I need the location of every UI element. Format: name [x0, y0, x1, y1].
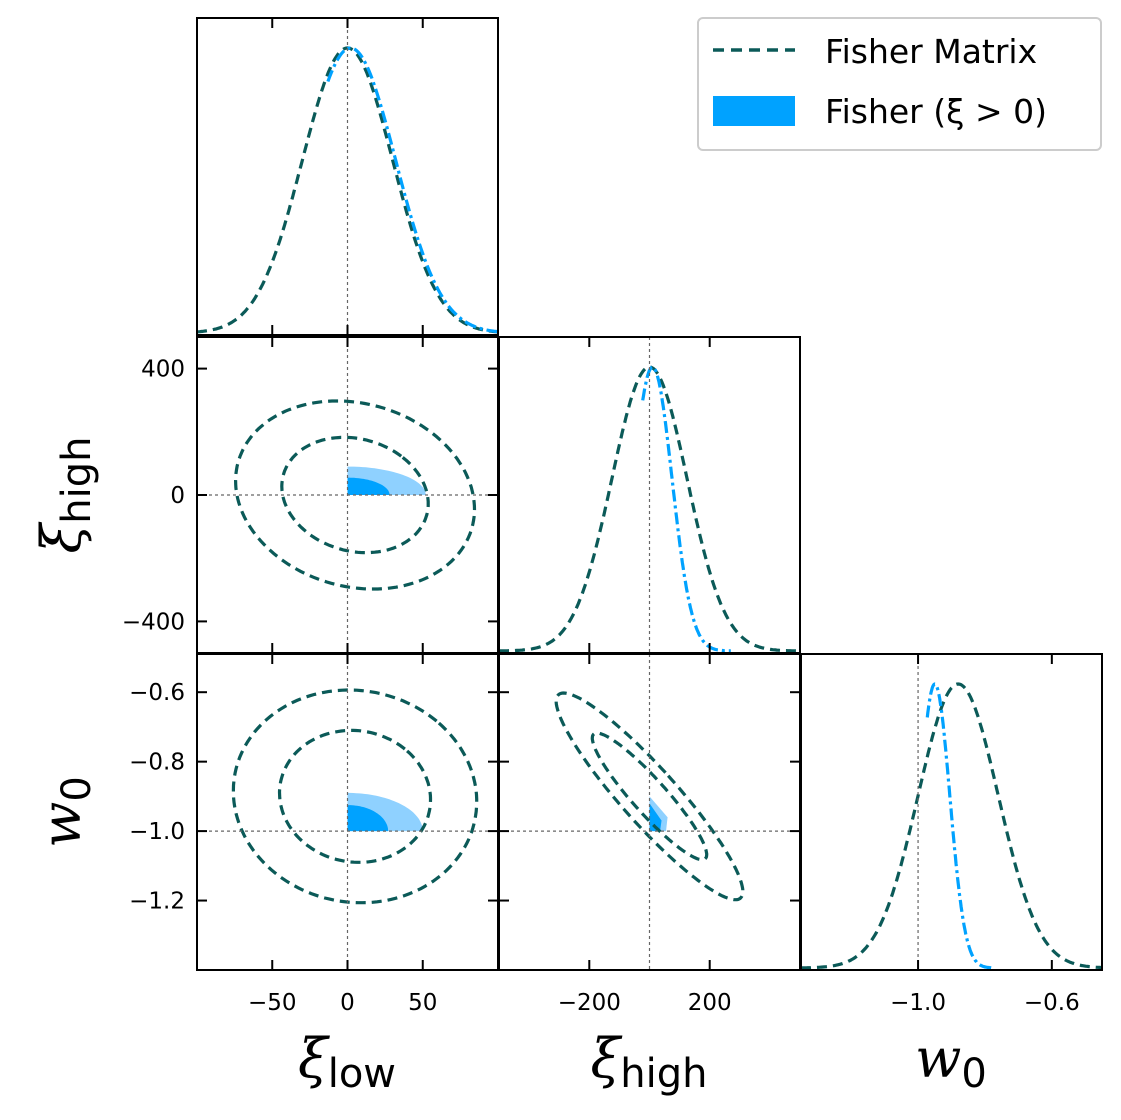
legend: Fisher Matrix Fisher (ξ > 0) [697, 17, 1102, 151]
y-axis-label-w0: w0 [30, 776, 100, 848]
xi-low-w0-contour-68 [277, 728, 433, 864]
panel-frame-22 [800, 653, 1103, 971]
xi-high-w0-positive-68 [649, 803, 662, 832]
xi-low-positive-curve [326, 46, 498, 334]
xi-high-w0-contour-95 [554, 691, 745, 902]
xi-high-positive-curve [641, 365, 731, 653]
xi-low-x-tick-label: 50 [408, 990, 437, 1016]
w0-y-tick-label: −0.8 [129, 750, 185, 776]
legend-frame [697, 17, 1102, 151]
xi-low-xi-high-panel [233, 399, 477, 591]
legend-swatch-fisher-positive [713, 96, 795, 126]
w0-fisher-curve [801, 682, 1102, 970]
xi-high-y-tick-label: 0 [170, 483, 185, 509]
xi-low-xi-high-contour-95 [233, 399, 477, 591]
w0-y-tick-label: −0.6 [129, 680, 185, 706]
xi-low-xi-high-contour-68 [280, 435, 430, 555]
xi-low-panel [197, 46, 498, 334]
xi-low-w0-panel [231, 688, 479, 905]
xi-high-w0-panel [554, 691, 745, 902]
xi-high-x-tick-label: 200 [688, 990, 732, 1016]
xi-low-xi-high-positive-68 [347, 477, 390, 495]
xi-high-w0-contour-68 [590, 731, 709, 862]
xi-high-fisher-curve [499, 365, 800, 653]
w0-y-tick-label: −1.0 [129, 819, 185, 845]
xi-high-x-tick-label: −200 [558, 990, 621, 1016]
xi-low-x-tick-label: 0 [340, 990, 355, 1016]
xi-low-w0-contour-95 [231, 688, 479, 905]
w0-positive-curve [925, 682, 995, 970]
x-axis-label-xi-high: ξhigh [591, 1027, 708, 1097]
xi-high-y-tick-label: −400 [122, 609, 185, 635]
x-axis-label-xi-low: ξlow [298, 1027, 396, 1097]
w0-panel [801, 682, 1102, 970]
xi-low-x-tick-label: −50 [248, 990, 297, 1016]
xi-high-y-tick-label: 400 [141, 357, 185, 383]
w0-x-tick-label: −0.6 [1024, 990, 1080, 1016]
w0-x-tick-label: −1.0 [890, 990, 946, 1016]
x-axis-label-w0: w0 [915, 1027, 987, 1097]
y-axis-label-xi-high: ξhigh [30, 437, 100, 554]
w0-y-tick-label: −1.2 [129, 889, 185, 915]
legend-label-fisher-matrix: Fisher Matrix [825, 32, 1037, 71]
xi-low-w0-positive-68 [347, 805, 389, 832]
xi-high-panel [499, 365, 800, 653]
legend-label-fisher-positive: Fisher (ξ > 0) [825, 92, 1047, 131]
